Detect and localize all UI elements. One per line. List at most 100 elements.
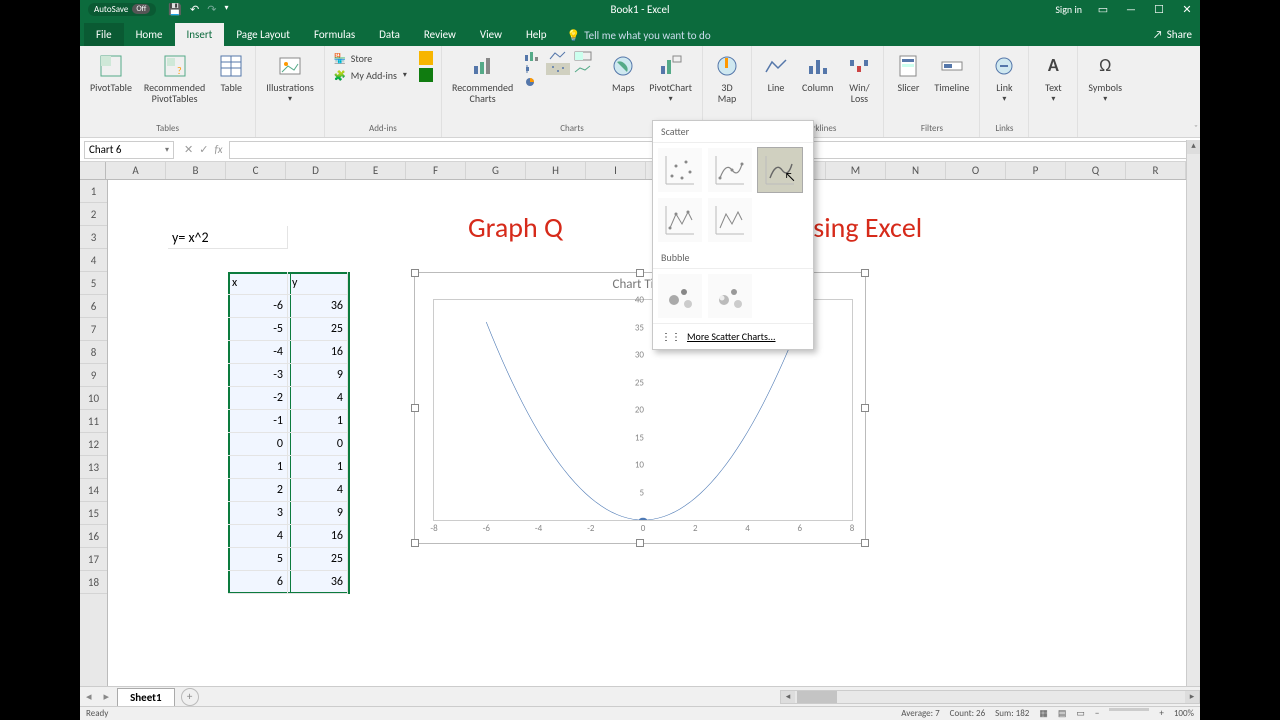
bing-button[interactable] bbox=[417, 50, 435, 66]
scatter-smooth-option[interactable]: ↖ bbox=[757, 147, 803, 193]
share-button[interactable]: ↗ Share bbox=[1145, 23, 1200, 46]
enter-fx-icon[interactable]: ✓ bbox=[199, 143, 208, 156]
tab-view[interactable]: View bbox=[468, 23, 514, 46]
cell-C11[interactable]: -1 bbox=[228, 410, 288, 433]
undo-icon[interactable]: ↶ bbox=[190, 3, 199, 16]
tell-me-search[interactable]: 💡 Tell me what you want to do bbox=[567, 25, 711, 46]
row-header-10[interactable]: 10 bbox=[80, 387, 107, 410]
row-header-7[interactable]: 7 bbox=[80, 318, 107, 341]
col-header-A[interactable]: A bbox=[106, 162, 166, 179]
pivottable-button[interactable]: PivotTable bbox=[86, 50, 136, 95]
row-header-5[interactable]: 5 bbox=[80, 272, 107, 295]
cell-D14[interactable]: 4 bbox=[288, 479, 348, 502]
row-header-11[interactable]: 11 bbox=[80, 410, 107, 433]
row-header-12[interactable]: 12 bbox=[80, 433, 107, 456]
cell-C17[interactable]: 5 bbox=[228, 548, 288, 571]
col-header-D[interactable]: D bbox=[286, 162, 346, 179]
link-button[interactable]: Link▾ bbox=[986, 50, 1022, 106]
fx-icon[interactable]: fx bbox=[214, 143, 222, 156]
people-button[interactable] bbox=[417, 67, 435, 83]
bubble-option[interactable] bbox=[657, 273, 703, 319]
slicer-button[interactable]: Slicer bbox=[890, 50, 926, 95]
scatter-markers-option[interactable] bbox=[657, 147, 703, 193]
row-header-9[interactable]: 9 bbox=[80, 364, 107, 387]
tab-insert[interactable]: Insert bbox=[175, 23, 225, 46]
cell-D6[interactable]: 36 bbox=[288, 295, 348, 318]
tab-help[interactable]: Help bbox=[514, 23, 559, 46]
name-box[interactable]: Chart 6 ▾ bbox=[84, 141, 174, 159]
chart-hier-icon[interactable] bbox=[571, 50, 595, 62]
view-layout-icon[interactable]: ▤ bbox=[1058, 708, 1067, 719]
cells-grid[interactable]: Graph Q ation using Excel Chart Title 51… bbox=[108, 180, 1186, 686]
row-header-15[interactable]: 15 bbox=[80, 502, 107, 525]
row-header-4[interactable]: 4 bbox=[80, 249, 107, 272]
sheet-nav-next[interactable]: ▸ bbox=[98, 690, 116, 703]
cell-D10[interactable]: 4 bbox=[288, 387, 348, 410]
tab-data[interactable]: Data bbox=[367, 23, 412, 46]
save-icon[interactable]: 💾 bbox=[168, 3, 182, 16]
row-header-2[interactable]: 2 bbox=[80, 203, 107, 226]
row-header-16[interactable]: 16 bbox=[80, 525, 107, 548]
tab-formulas[interactable]: Formulas bbox=[302, 23, 367, 46]
pivotchart-button[interactable]: PivotChart▾ bbox=[645, 50, 696, 106]
col-header-G[interactable]: G bbox=[466, 162, 526, 179]
col-header-H[interactable]: H bbox=[526, 162, 586, 179]
3dmap-button[interactable]: 3D Map bbox=[709, 50, 745, 106]
row-header-17[interactable]: 17 bbox=[80, 548, 107, 571]
cell-D12[interactable]: 0 bbox=[288, 433, 348, 456]
cell-D8[interactable]: 16 bbox=[288, 341, 348, 364]
sparkline-col-button[interactable]: Column bbox=[798, 50, 837, 95]
tab-file[interactable]: File bbox=[84, 23, 124, 46]
worksheet[interactable]: ABCDEFGHIJKLMNOPQR 123456789101112131415… bbox=[80, 162, 1200, 686]
cell-C18[interactable]: 6 bbox=[228, 571, 288, 594]
col-header-M[interactable]: M bbox=[826, 162, 886, 179]
col-header-F[interactable]: F bbox=[406, 162, 466, 179]
cell-D11[interactable]: 1 bbox=[288, 410, 348, 433]
collapse-ribbon-icon[interactable]: ˇ bbox=[1194, 122, 1198, 135]
scatter-straight-markers-option[interactable] bbox=[657, 197, 703, 243]
maps-button[interactable]: Maps bbox=[605, 50, 641, 95]
view-normal-icon[interactable]: ▦ bbox=[1039, 708, 1048, 719]
chart-stat-icon[interactable] bbox=[521, 63, 545, 75]
col-header-Q[interactable]: Q bbox=[1066, 162, 1126, 179]
scroll-up-icon[interactable]: ▴ bbox=[1187, 140, 1200, 154]
sheet-tab-sheet1[interactable]: Sheet1 bbox=[117, 688, 175, 706]
cell-C8[interactable]: -4 bbox=[228, 341, 288, 364]
illustrations-button[interactable]: Illustrations▾ bbox=[262, 50, 318, 106]
autosave-toggle[interactable]: AutoSave Off bbox=[88, 3, 156, 16]
cell-D17[interactable]: 25 bbox=[288, 548, 348, 571]
row-header-6[interactable]: 6 bbox=[80, 295, 107, 318]
cell-D5[interactable]: y bbox=[288, 272, 348, 295]
chart-pie-icon[interactable] bbox=[521, 76, 545, 88]
col-header-B[interactable]: B bbox=[166, 162, 226, 179]
cell-C13[interactable]: 1 bbox=[228, 456, 288, 479]
cell-C10[interactable]: -2 bbox=[228, 387, 288, 410]
cell-C12[interactable]: 0 bbox=[228, 433, 288, 456]
row-header-14[interactable]: 14 bbox=[80, 479, 107, 502]
view-break-icon[interactable]: ▭ bbox=[1076, 708, 1085, 719]
zoom-in-icon[interactable]: + bbox=[1159, 708, 1163, 719]
chart-scatter-icon[interactable] bbox=[546, 63, 570, 75]
chart-surface-icon[interactable] bbox=[571, 63, 595, 75]
cell-C9[interactable]: -3 bbox=[228, 364, 288, 387]
col-header-N[interactable]: N bbox=[886, 162, 946, 179]
cell-C7[interactable]: -5 bbox=[228, 318, 288, 341]
col-header-C[interactable]: C bbox=[226, 162, 286, 179]
zoom-level[interactable]: 100% bbox=[1174, 708, 1194, 719]
recommended-charts-button[interactable]: Recommended Charts bbox=[448, 50, 517, 106]
cell-C5[interactable]: x bbox=[228, 272, 288, 295]
scatter-straight-option[interactable] bbox=[707, 197, 753, 243]
close-icon[interactable]: ✕ bbox=[1180, 3, 1194, 16]
cell-C14[interactable]: 2 bbox=[228, 479, 288, 502]
zoom-out-icon[interactable]: − bbox=[1095, 708, 1099, 719]
symbols-button[interactable]: ΩSymbols▾ bbox=[1084, 50, 1126, 106]
table-button[interactable]: Table bbox=[213, 50, 249, 95]
store-button[interactable]: 🏪Store bbox=[331, 50, 409, 66]
chart-bar-icon[interactable] bbox=[521, 50, 545, 62]
scroll-thumb[interactable] bbox=[797, 691, 837, 703]
cell-C6[interactable]: -6 bbox=[228, 295, 288, 318]
ribbon-display-icon[interactable]: ▭ bbox=[1096, 3, 1110, 16]
cell-D15[interactable]: 9 bbox=[288, 502, 348, 525]
tab-review[interactable]: Review bbox=[412, 23, 468, 46]
scroll-left-icon[interactable]: ◂ bbox=[781, 691, 795, 703]
